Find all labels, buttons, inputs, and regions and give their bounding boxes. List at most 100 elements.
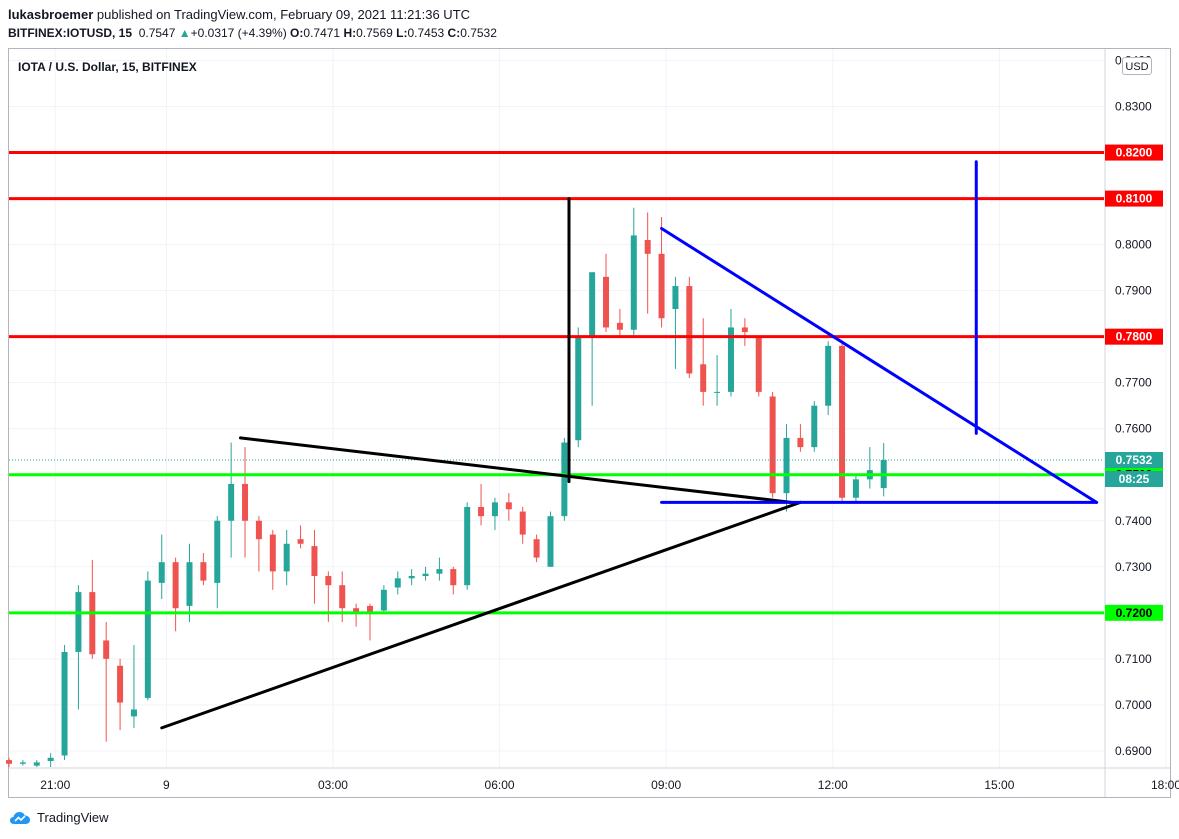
price-tick-label: 0.7400 <box>1115 514 1152 528</box>
candles <box>6 207 887 767</box>
low-value: 0.7453 <box>407 26 445 40</box>
candle-body <box>741 327 748 333</box>
candle-body <box>672 286 679 310</box>
low-label: L: <box>396 26 408 40</box>
high-value: 0.7569 <box>356 26 393 40</box>
candle-body <box>408 575 415 579</box>
candle-body <box>686 286 693 374</box>
price-tick-label: 0.6900 <box>1115 744 1152 758</box>
level-label-0.8200: 0.8200 <box>1116 146 1153 160</box>
tradingview-brand: TradingView <box>37 810 109 825</box>
candle-body <box>644 240 651 254</box>
candle-body <box>769 396 776 494</box>
candle-body <box>75 592 82 652</box>
candle-body <box>547 516 554 567</box>
candle-body <box>186 562 193 606</box>
candle-body <box>117 665 124 703</box>
candle-body <box>839 345 846 498</box>
candle-body <box>297 539 304 544</box>
time-tick-label: 15:00 <box>984 778 1014 792</box>
candle-body <box>200 562 207 581</box>
candle-body <box>366 605 373 613</box>
candle-body <box>172 562 179 609</box>
level-label-0.8200-bg <box>1105 144 1163 161</box>
candle-body <box>158 562 165 583</box>
candle-body <box>616 322 623 330</box>
time-tick-label: 21:00 <box>40 778 70 792</box>
published-text: published on TradingView.com, February 0… <box>96 7 471 22</box>
time-tick-label: 06:00 <box>485 778 515 792</box>
price-change: +0.0317 (+4.39%) <box>190 26 287 40</box>
candle-body <box>727 327 734 392</box>
price-tick-label: 0.7700 <box>1115 376 1152 390</box>
time-axis: 21:00903:0006:0009:0012:0015:0018:0021:0… <box>40 778 1179 792</box>
level-label-0.7800: 0.7800 <box>1116 330 1153 344</box>
tradingview-cloud-icon <box>10 811 30 824</box>
candle-body <box>575 336 582 441</box>
candle-body <box>505 502 512 510</box>
candle-body <box>61 651 68 756</box>
candle-body <box>242 483 249 521</box>
time-tick-label: 18:00 <box>1151 778 1179 792</box>
time-tick-label: 9 <box>163 778 170 792</box>
tradingview-logo[interactable]: TradingView <box>10 810 109 825</box>
candle-body <box>491 502 498 517</box>
price-tick-label: 0.7900 <box>1115 284 1152 298</box>
candle-body <box>783 437 790 494</box>
candle-body <box>436 569 443 574</box>
price-tick-label: 0.7300 <box>1115 560 1152 574</box>
candle-body <box>269 534 276 572</box>
author-name[interactable]: lukasbroemer <box>8 7 94 22</box>
candle-body <box>339 585 346 609</box>
grid-lines <box>9 49 1167 767</box>
candle-body <box>589 272 596 337</box>
countdown-label: 08:25 <box>1119 472 1150 486</box>
pane-title: IOTA / U.S. Dollar, 15, BITFINEX <box>18 60 197 74</box>
level-label-0.7200-bg <box>1105 604 1163 621</box>
level-label-0.7800-bg <box>1105 328 1163 345</box>
candle-body <box>422 573 429 576</box>
candle-body <box>603 276 610 328</box>
trend-line-black <box>160 500 802 730</box>
candle-body <box>33 762 40 766</box>
candle-body <box>519 511 526 535</box>
candle-body <box>130 709 137 717</box>
time-tick-label: 09:00 <box>651 778 681 792</box>
candle-body <box>144 580 151 698</box>
chart-frame <box>8 48 1171 798</box>
close-value: 0.7532 <box>460 26 497 40</box>
candle-body <box>464 506 471 586</box>
price-tick-label: 0.8300 <box>1115 100 1152 114</box>
time-tick-label: 03:00 <box>318 778 348 792</box>
price-tick-label: 0.7600 <box>1115 422 1152 436</box>
drawings <box>160 160 1099 730</box>
candle-body <box>19 762 26 764</box>
candle-body <box>89 592 96 655</box>
candle-body <box>255 520 262 540</box>
candle-body <box>533 539 540 558</box>
symbol-legend: BITFINEX:IOTUSD, 15 0.7547 ▲+0.0317 (+4.… <box>8 26 497 40</box>
candle-body <box>852 479 859 498</box>
candle-body <box>394 578 401 588</box>
currency-button[interactable]: USD <box>1122 57 1152 75</box>
price-tick-label: 0.8000 <box>1115 238 1152 252</box>
candle-body <box>380 589 387 611</box>
time-tick-label: 12:00 <box>818 778 848 792</box>
price-labels: 0.82000.81000.78000.75000.72000.753208:2… <box>1105 144 1163 621</box>
up-triangle-icon: ▲ <box>178 26 191 40</box>
trend-line-black <box>238 436 793 504</box>
candle-body <box>450 569 457 586</box>
candle-body <box>714 391 721 393</box>
candle-body <box>6 760 12 764</box>
countdown-label-bg <box>1105 471 1163 488</box>
price-tick-label: 0.7000 <box>1115 698 1152 712</box>
candle-body <box>700 364 707 392</box>
candle-body <box>811 405 818 448</box>
level-label-0.8100-bg <box>1105 190 1163 207</box>
open-label: O: <box>290 26 304 40</box>
level-label-0.8100: 0.8100 <box>1116 192 1153 206</box>
candle-body <box>797 437 804 448</box>
symbol-line: BITFINEX:IOTUSD, 15 <box>8 26 133 40</box>
candle-body <box>630 235 637 330</box>
